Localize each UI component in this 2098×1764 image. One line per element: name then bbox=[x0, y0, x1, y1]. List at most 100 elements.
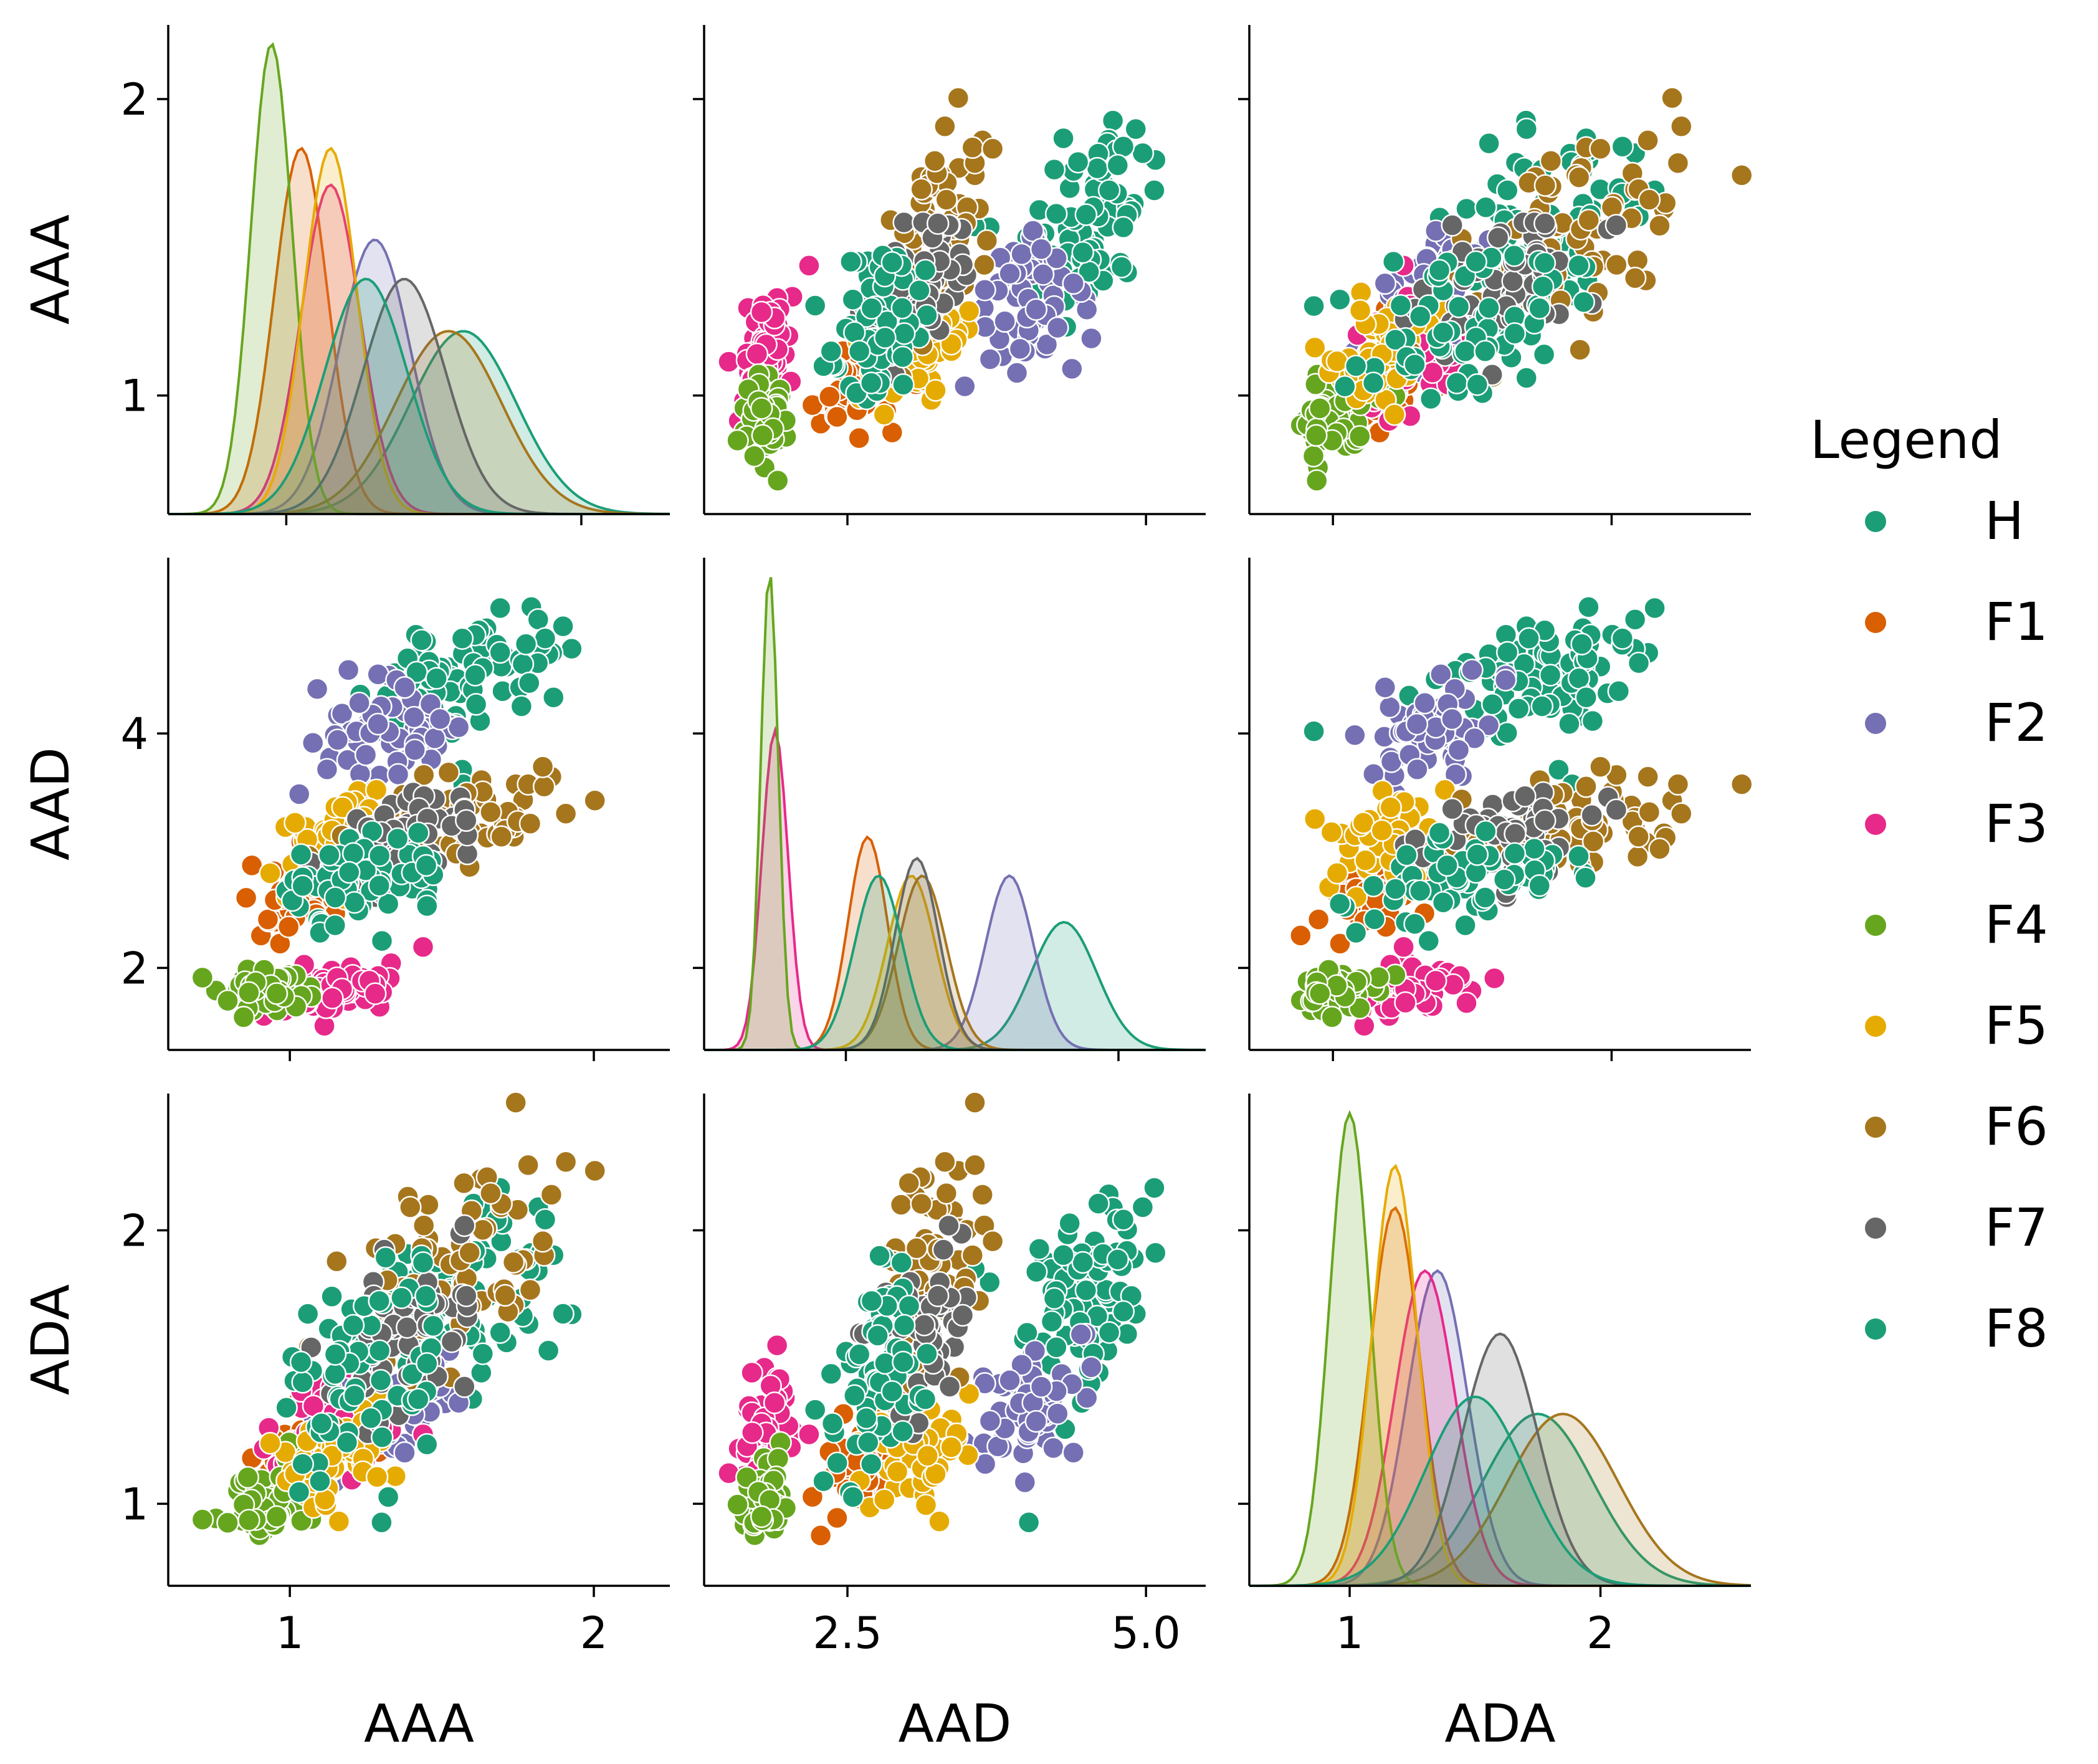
point-H-87 bbox=[1074, 1279, 1098, 1302]
legend-marker bbox=[1864, 712, 1887, 735]
point-F8-66 bbox=[1528, 874, 1551, 897]
point-F6-47 bbox=[399, 1196, 422, 1219]
point-F2-28 bbox=[386, 763, 410, 786]
point-F8-60 bbox=[1403, 353, 1426, 376]
point-H-80 bbox=[1567, 667, 1591, 690]
point-F5-52 bbox=[1348, 298, 1372, 322]
point-H-85 bbox=[1040, 1310, 1064, 1333]
point-F2-59 bbox=[1024, 1409, 1048, 1433]
point-F8-61 bbox=[1344, 921, 1368, 945]
panel-AAD-ADA bbox=[1238, 558, 1753, 1061]
point-F2-53 bbox=[1062, 272, 1085, 295]
legend-label: F3 bbox=[1985, 793, 2048, 854]
point-F2-55 bbox=[326, 728, 350, 751]
point-F8-48 bbox=[897, 1294, 921, 1318]
point-F8-37 bbox=[841, 1485, 865, 1509]
legend-marker bbox=[1864, 913, 1887, 937]
point-F8-24 bbox=[1447, 295, 1471, 318]
point-F8-50 bbox=[291, 1371, 314, 1394]
point-F8-63 bbox=[343, 1384, 366, 1407]
legend-label: F1 bbox=[1985, 591, 2048, 652]
point-F8-59 bbox=[341, 1313, 365, 1337]
point-F8-59 bbox=[892, 322, 916, 345]
point-H-32 bbox=[1607, 679, 1631, 703]
point-F8-59 bbox=[1503, 322, 1527, 345]
point-F7-21 bbox=[938, 1375, 961, 1398]
point-H-84 bbox=[1495, 179, 1519, 202]
point-H-87 bbox=[1074, 203, 1098, 226]
point-F8-37 bbox=[841, 288, 865, 311]
point-F6-42 bbox=[1670, 115, 1693, 138]
y-tick-label: 2 bbox=[120, 74, 148, 125]
point-F6-64 bbox=[518, 812, 542, 835]
point-F8-37 bbox=[376, 892, 400, 915]
point-H-81 bbox=[533, 1208, 557, 1231]
point-F2-41 bbox=[1061, 357, 1084, 381]
panel-AAA-AAA: 12 bbox=[120, 25, 670, 525]
point-F8-56 bbox=[891, 345, 914, 369]
point-H-32 bbox=[1058, 1212, 1081, 1235]
point-F8-67 bbox=[859, 371, 883, 394]
point-F6-42 bbox=[554, 802, 578, 826]
point-F2-59 bbox=[1405, 712, 1429, 736]
point-F4-53 bbox=[236, 1466, 260, 1489]
point-F8-56 bbox=[891, 1420, 914, 1443]
point-F2-52 bbox=[315, 758, 339, 781]
point-F5-59 bbox=[1370, 819, 1394, 842]
point-F6-65 bbox=[910, 178, 933, 201]
point-F7-53 bbox=[913, 1313, 936, 1337]
point-F2-50 bbox=[998, 262, 1021, 285]
point-F5-54 bbox=[924, 379, 947, 402]
point-F6-0 bbox=[1730, 163, 1753, 187]
point-H-81 bbox=[533, 627, 557, 650]
point-F2-50 bbox=[403, 738, 426, 761]
point-F8-66 bbox=[860, 1289, 884, 1313]
y-tick-label: 1 bbox=[120, 1479, 148, 1530]
point-H-84 bbox=[1097, 179, 1121, 202]
point-F8-69 bbox=[1474, 886, 1497, 909]
point-H-63 bbox=[1143, 1176, 1166, 1199]
point-F6-58 bbox=[531, 1229, 555, 1253]
point-F8-36 bbox=[1333, 374, 1357, 398]
point-F6-5 bbox=[971, 1183, 994, 1206]
point-F6-44 bbox=[412, 1214, 436, 1237]
point-F8-48 bbox=[1523, 837, 1546, 861]
legend-item-F5: F5 bbox=[1864, 995, 2048, 1056]
point-F5-56 bbox=[872, 403, 896, 426]
point-F3-52 bbox=[363, 982, 387, 1005]
point-F6-17 bbox=[532, 775, 556, 798]
point-H-68 bbox=[464, 693, 488, 716]
point-H-68 bbox=[1044, 202, 1068, 226]
point-F6-42 bbox=[933, 115, 956, 138]
kde-fill-F6 bbox=[168, 331, 670, 514]
point-F8-68 bbox=[1454, 340, 1477, 363]
kde-fill-F4 bbox=[168, 44, 670, 514]
x-tick-label: 1 bbox=[1336, 1608, 1364, 1659]
point-F4-43 bbox=[766, 469, 789, 492]
legend-item-F3: F3 bbox=[1864, 793, 2048, 854]
point-F6-0 bbox=[504, 1091, 527, 1114]
point-F8-23 bbox=[1515, 366, 1538, 389]
point-F2-15 bbox=[1035, 333, 1059, 356]
y-axis-label-AAA: AAA bbox=[20, 214, 81, 325]
point-F6-65 bbox=[910, 1192, 933, 1216]
point-F3-51 bbox=[1455, 991, 1478, 1015]
point-H-83 bbox=[1570, 632, 1593, 656]
point-F8-68 bbox=[323, 913, 347, 937]
point-F8-58 bbox=[854, 1406, 878, 1430]
point-F8-21 bbox=[803, 1398, 827, 1421]
point-F8-5 bbox=[374, 1246, 398, 1269]
point-F2-44 bbox=[1343, 723, 1366, 747]
point-F8-58 bbox=[1408, 305, 1432, 328]
point-F2-53 bbox=[1373, 272, 1397, 295]
point-F8-63 bbox=[343, 890, 366, 914]
point-F2-59 bbox=[366, 712, 389, 736]
point-F8-30 bbox=[868, 1244, 891, 1267]
point-H-63 bbox=[1143, 179, 1166, 202]
point-F8-60 bbox=[1403, 912, 1426, 935]
point-F5-48 bbox=[1379, 796, 1402, 819]
point-F8-59 bbox=[1503, 842, 1527, 865]
point-F2-16 bbox=[953, 374, 976, 398]
